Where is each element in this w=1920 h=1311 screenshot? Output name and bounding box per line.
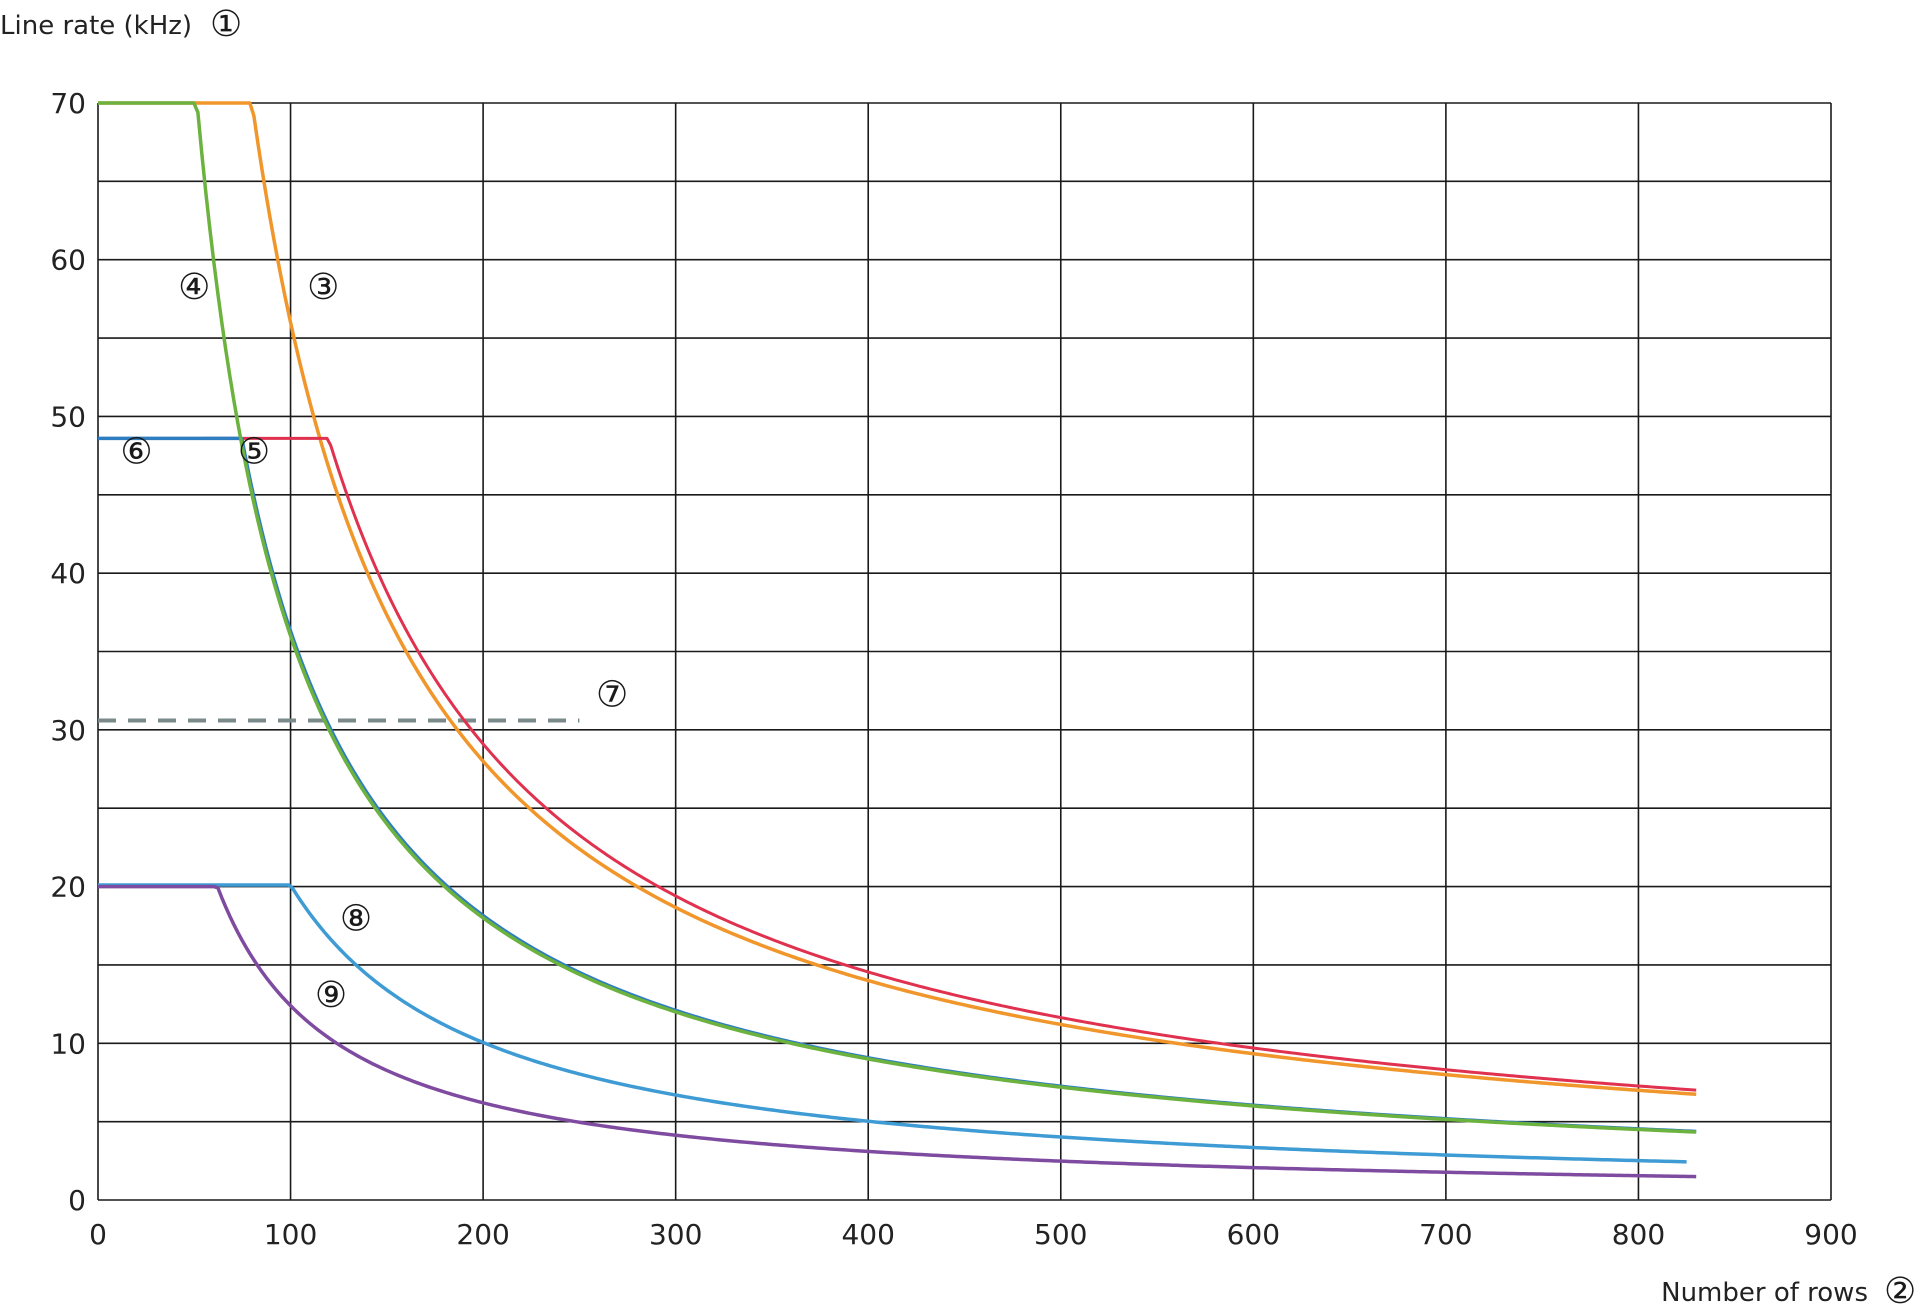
series-line (98, 101, 1697, 1134)
series-line (98, 101, 1697, 1097)
series-markers: ③ ⑤ ⑥ ④ ⑧ ⑨ ⑦ (120, 267, 628, 1016)
y-tick-label: 50 (50, 400, 86, 433)
series-marker: ⑥ (120, 431, 152, 472)
x-tick-label: 400 (841, 1218, 894, 1251)
x-axis-title: Number of rows (1661, 1278, 1868, 1308)
x-tick-label: 100 (264, 1218, 317, 1251)
series-marker: ⑧ (340, 898, 372, 939)
x-tick-label: 700 (1419, 1218, 1472, 1251)
y-tick-label: 20 (50, 871, 86, 904)
y-tick-label: 60 (50, 244, 86, 277)
y-tick-label: 70 (50, 87, 86, 120)
y-axis-title: Line rate (kHz) (0, 11, 192, 41)
x-tick-label: 300 (649, 1218, 702, 1251)
x-tick-label: 800 (1612, 1218, 1665, 1251)
y-tick-label: 40 (50, 557, 86, 590)
y-tick-label: 0 (68, 1184, 86, 1217)
series-line (98, 883, 1687, 1164)
series-marker: ④ (178, 267, 210, 308)
x-tick-labels: 0 100 200 300 400 500 600 700 800 900 (89, 1218, 1858, 1251)
series-marker: ③ (307, 267, 339, 308)
grid (97, 102, 1832, 1201)
x-tick-label: 600 (1227, 1218, 1280, 1251)
y-tick-labels: 0 10 20 30 40 50 60 70 (50, 87, 86, 1217)
series-line (203, 436, 1697, 1092)
series-marker: ⑨ (315, 975, 347, 1016)
series-group (98, 101, 1697, 1179)
x-tick-label: 500 (1034, 1218, 1087, 1251)
x-tick-label: 0 (89, 1218, 107, 1251)
x-tick-label: 900 (1804, 1218, 1857, 1251)
reference-marker: ⑦ (596, 674, 628, 715)
y-tick-label: 10 (50, 1027, 86, 1060)
series-line (98, 884, 1697, 1179)
x-tick-label: 200 (456, 1218, 509, 1251)
y-tick-label: 30 (50, 714, 86, 747)
series-marker: ⑤ (238, 431, 270, 472)
x-axis-marker: ② (1884, 1271, 1916, 1311)
series-line (98, 436, 1697, 1134)
y-axis-marker: ① (210, 4, 242, 45)
